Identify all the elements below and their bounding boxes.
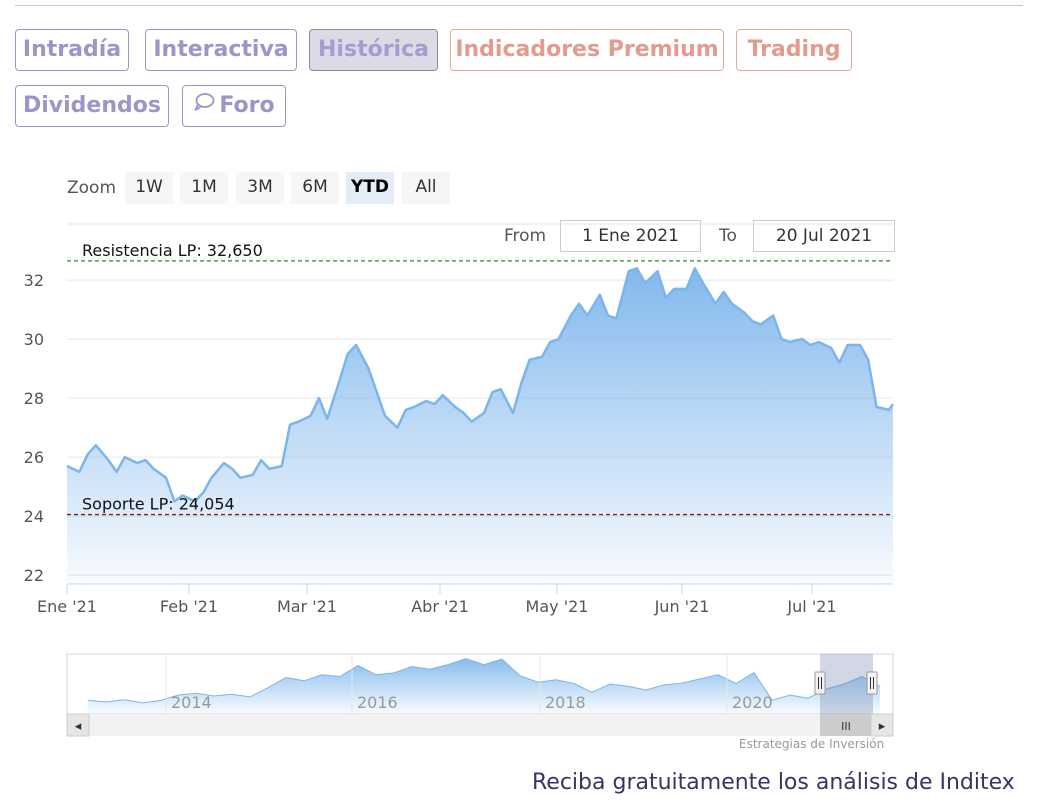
support-label: Soporte LP: 24,054 xyxy=(82,495,235,514)
top-divider xyxy=(15,5,1023,6)
navigator-year-label: 2016 xyxy=(357,693,398,712)
cta-banner[interactable]: Reciba gratuitamente los análisis de Ind… xyxy=(532,770,1015,795)
navigator-selection xyxy=(820,654,873,714)
zoom-1w-button[interactable]: 1W xyxy=(125,172,173,204)
scrollbar-thumb[interactable] xyxy=(820,714,871,736)
y-tick-label: 26 xyxy=(24,448,44,467)
zoom-3m-button[interactable]: 3M xyxy=(236,172,284,204)
range-from-label: From xyxy=(504,226,547,246)
x-tick-label: May '21 xyxy=(526,597,589,616)
y-tick-label: 30 xyxy=(24,330,44,349)
y-tick-label: 28 xyxy=(24,389,44,408)
navigator-year-label: 2020 xyxy=(732,693,773,712)
tab-interactiva[interactable]: Interactiva xyxy=(145,29,297,71)
chart-credit[interactable]: Estrategias de Inversión xyxy=(739,737,885,751)
zoom-6m-button[interactable]: 6M xyxy=(291,172,339,204)
tab-trading[interactable]: Trading xyxy=(736,29,852,71)
range-to-label: To xyxy=(719,226,737,246)
scroll-left-arrow-icon: ◂ xyxy=(75,719,82,734)
chat-bubble-icon xyxy=(193,86,215,126)
navigator-line xyxy=(87,658,881,704)
tab-dividendos[interactable]: Dividendos xyxy=(15,85,169,127)
range-to-input[interactable]: 20 Jul 2021 xyxy=(753,220,895,252)
x-tick-label: Ene '21 xyxy=(37,597,97,616)
tab-historica[interactable]: Histórica xyxy=(309,29,438,71)
navigator-year-label: 2018 xyxy=(545,693,586,712)
navigator-year-label: 2014 xyxy=(171,693,212,712)
tab-indicadores-premium[interactable]: Indicadores Premium xyxy=(450,29,724,71)
navigator-area xyxy=(88,658,880,714)
y-tick-label: 32 xyxy=(24,271,44,290)
x-tick-label: Jul '21 xyxy=(786,597,836,616)
zoom-ytd-button[interactable]: YTD xyxy=(346,172,394,204)
x-tick-label: Mar '21 xyxy=(277,597,337,616)
resistance-label: Resistencia LP: 32,650 xyxy=(82,241,263,260)
scrollbar-left-button[interactable] xyxy=(66,713,90,737)
range-from-input[interactable]: 1 Ene 2021 xyxy=(560,220,701,252)
x-tick-label: Abr '21 xyxy=(411,597,469,616)
tab-foro-label: Foro xyxy=(219,93,275,118)
scrollbar-grip-icon: III xyxy=(841,720,851,733)
scroll-right-arrow-icon: ▸ xyxy=(879,719,886,734)
tab-foro[interactable]: Foro xyxy=(182,85,286,127)
price-area xyxy=(67,268,893,584)
handle-body xyxy=(866,671,878,695)
price-line xyxy=(66,267,895,503)
x-tick-label: Feb '21 xyxy=(160,597,218,616)
scrollbar-track xyxy=(67,714,893,736)
zoom-label: Zoom xyxy=(67,178,117,198)
x-tick-label: Jun '21 xyxy=(654,597,710,616)
y-tick-label: 22 xyxy=(24,566,44,585)
zoom-all-button[interactable]: All xyxy=(402,172,450,204)
handle-body xyxy=(814,671,826,695)
navigator-handle-right[interactable] xyxy=(866,671,878,695)
zoom-1m-button[interactable]: 1M xyxy=(180,172,228,204)
y-tick-label: 24 xyxy=(24,507,44,526)
tab-intradia[interactable]: Intradía xyxy=(15,29,129,71)
navigator-handle-left[interactable] xyxy=(814,671,826,695)
